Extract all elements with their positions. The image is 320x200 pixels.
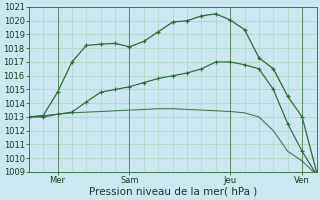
X-axis label: Pression niveau de la mer( hPa ): Pression niveau de la mer( hPa ) — [89, 187, 257, 197]
